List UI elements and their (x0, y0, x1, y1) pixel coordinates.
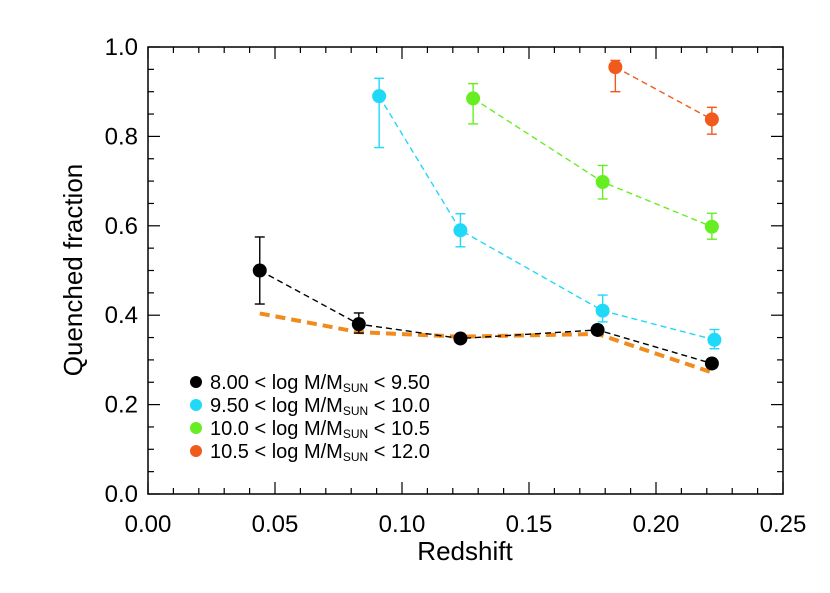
series-2 (372, 77, 722, 350)
series-3 (466, 82, 719, 240)
axis-ticks (147, 46, 784, 495)
data-point (453, 331, 468, 346)
data-point (595, 174, 610, 189)
data-point (704, 112, 719, 127)
series-line (472, 97, 713, 228)
data-point (351, 317, 366, 332)
data-point (453, 223, 468, 238)
y-tick-label: 0.8 (105, 123, 138, 150)
legend-entry: 10.0 < log M/MSUN < 10.5 (210, 418, 430, 441)
data-point (252, 263, 267, 278)
data-point (707, 332, 722, 347)
x-tick-label: 0.05 (252, 511, 299, 538)
legend-marker (190, 445, 202, 457)
reference-curve (259, 311, 713, 375)
data-point (595, 303, 610, 318)
legend-marker (190, 376, 202, 388)
x-tick-label: 0.10 (379, 511, 426, 538)
axis-tick-labels: 0.00 0.05 0.10 0.15 0.20 0.25 0.0 0.2 0.4 0.6 0.8 1… (105, 34, 807, 538)
legend-entry: 8.00 < log M/MSUN < 9.50 (210, 372, 430, 395)
x-tick-label: 0.00 (125, 511, 172, 538)
data-point (704, 356, 719, 371)
series-line (615, 66, 713, 121)
legend: 8.00 < log M/MSUN < 9.509.50 < log M/MSU… (190, 372, 430, 464)
data-point (466, 91, 481, 106)
data-point (608, 60, 623, 75)
y-tick-label: 0.6 (105, 213, 138, 240)
y-tick-label: 1.0 (105, 34, 138, 61)
reference-curve-layer (259, 311, 713, 375)
series-4 (608, 59, 719, 135)
series-1 (252, 236, 719, 371)
y-tick-label: 0.4 (105, 302, 138, 329)
legend-entry: 9.50 < log M/MSUN < 10.0 (210, 395, 430, 418)
y-tick-label: 0.2 (105, 392, 138, 419)
y-tick-label: 0.0 (105, 481, 138, 508)
x-tick-label: 0.25 (760, 511, 807, 538)
y-axis-label: Quenched fraction (58, 164, 88, 376)
x-axis-label: Redshift (417, 536, 513, 566)
data-point (372, 89, 387, 104)
series-line (378, 95, 715, 341)
series-layer (252, 59, 722, 371)
legend-marker (190, 399, 202, 411)
x-tick-label: 0.15 (506, 511, 553, 538)
legend-marker (190, 422, 202, 434)
x-tick-label: 0.20 (633, 511, 680, 538)
legend-entry: 10.5 < log M/MSUN < 12.0 (210, 441, 430, 464)
data-point (590, 322, 605, 337)
data-point (704, 219, 719, 234)
